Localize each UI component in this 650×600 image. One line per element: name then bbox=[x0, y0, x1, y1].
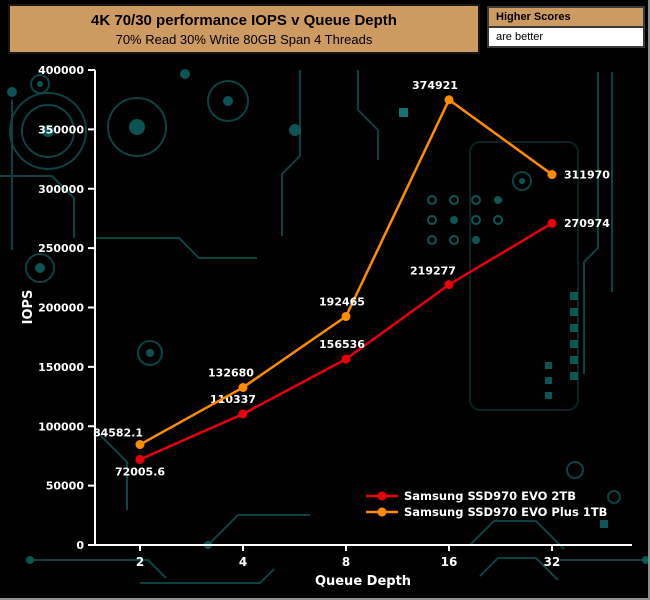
y-tick-label: 50000 bbox=[46, 480, 85, 493]
x-tick-label: 2 bbox=[136, 555, 144, 569]
y-tick-label: 400000 bbox=[38, 64, 84, 77]
data-label: 72005.6 bbox=[115, 465, 165, 478]
data-point bbox=[341, 311, 351, 321]
chart-title: 4K 70/30 performance IOPS v Queue Depth bbox=[91, 12, 397, 29]
higher-scores-note: Higher Scores are better bbox=[487, 6, 645, 48]
data-point bbox=[238, 409, 248, 419]
data-label: 110337 bbox=[210, 393, 256, 406]
x-axis-title: Queue Depth bbox=[315, 574, 411, 589]
data-label: 84582.1 bbox=[93, 427, 143, 440]
x-tick-label: 4 bbox=[239, 555, 247, 569]
y-axis-title: IOPS bbox=[21, 290, 36, 325]
legend-marker bbox=[377, 507, 387, 517]
legend-marker bbox=[377, 491, 387, 501]
chart-subtitle: 70% Read 30% Write 80GB Span 4 Threads bbox=[115, 32, 373, 47]
legend-label: Samsung SSD970 EVO Plus 1TB bbox=[404, 505, 607, 519]
y-tick-label: 0 bbox=[76, 539, 84, 552]
x-tick-label: 8 bbox=[342, 555, 350, 569]
data-label: 132680 bbox=[208, 366, 254, 379]
data-label: 156536 bbox=[319, 338, 365, 351]
data-label: 219277 bbox=[410, 265, 456, 278]
data-point bbox=[547, 170, 557, 180]
data-point bbox=[444, 95, 454, 105]
data-point bbox=[135, 440, 145, 450]
series-line bbox=[139, 97, 553, 446]
y-tick-label: 100000 bbox=[38, 420, 84, 433]
y-tick-label: 250000 bbox=[38, 242, 84, 255]
data-point bbox=[238, 382, 248, 392]
data-point bbox=[135, 454, 145, 464]
y-tick-label: 200000 bbox=[38, 302, 84, 315]
are-better-label: are better bbox=[487, 28, 645, 48]
data-label: 192465 bbox=[319, 295, 365, 308]
data-label: 374921 bbox=[412, 79, 458, 92]
data-point bbox=[341, 354, 351, 364]
y-tick-label: 150000 bbox=[38, 361, 84, 374]
higher-scores-label: Higher Scores bbox=[487, 6, 645, 28]
legend-label: Samsung SSD970 EVO 2TB bbox=[404, 489, 576, 503]
data-label: 270974 bbox=[564, 217, 610, 230]
data-point bbox=[547, 218, 557, 228]
title-banner: 4K 70/30 performance IOPS v Queue Depth … bbox=[8, 4, 480, 54]
data-label: 311970 bbox=[564, 169, 610, 182]
x-tick-label: 16 bbox=[441, 555, 458, 569]
x-tick-label: 32 bbox=[544, 555, 561, 569]
y-tick-label: 350000 bbox=[38, 123, 84, 136]
data-point bbox=[444, 280, 454, 290]
y-tick-label: 300000 bbox=[38, 183, 84, 196]
